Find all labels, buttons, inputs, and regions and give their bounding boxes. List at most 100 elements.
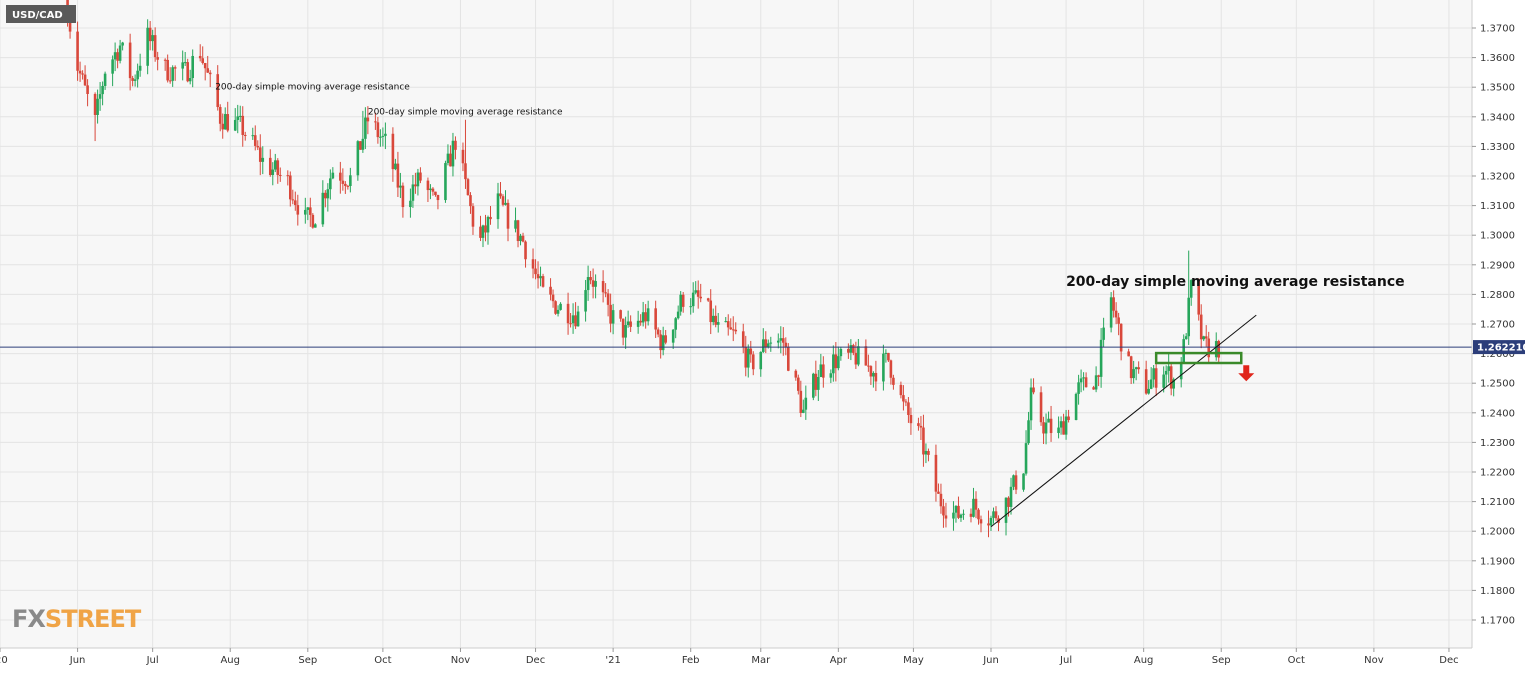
candle-bearish xyxy=(288,175,292,200)
support-zone-box[interactable] xyxy=(1154,351,1243,365)
candle-bearish xyxy=(699,296,703,299)
time-axis: '20 Jun Jul Aug Sep Oct Nov Dec '21 Feb Mar Apr May J… xyxy=(0,647,1472,666)
candle-bullish xyxy=(759,351,763,370)
candle-bullish xyxy=(481,225,485,238)
candle-bullish xyxy=(429,188,432,191)
y-tick-label: 1.3400 xyxy=(1480,112,1515,123)
candle-bearish xyxy=(1154,368,1158,388)
candle-bullish xyxy=(1022,473,1025,490)
candle-bearish xyxy=(86,85,89,94)
fxstreet-watermark: FXSTREET xyxy=(12,605,143,633)
candle-bullish xyxy=(1044,422,1048,434)
candle-bearish xyxy=(173,67,177,69)
x-tick-label: Jul xyxy=(146,655,159,666)
candle-bearish xyxy=(1204,336,1208,339)
candle-bearish xyxy=(253,135,257,146)
candle-bearish xyxy=(168,80,172,82)
y-tick-label: 1.3200 xyxy=(1480,172,1515,183)
candle-bearish xyxy=(148,27,152,42)
candle-bullish xyxy=(671,329,675,343)
candle-bearish xyxy=(344,183,347,186)
candle-bearish xyxy=(201,58,205,63)
candle-bearish xyxy=(822,364,825,378)
y-tick-label: 1.1900 xyxy=(1480,556,1515,567)
symbol-badge-background xyxy=(6,5,76,23)
candle-bearish xyxy=(293,200,297,206)
candle-bullish xyxy=(1214,341,1218,358)
candle-bearish xyxy=(1199,314,1203,340)
candle-bullish xyxy=(356,141,360,176)
candle-bearish xyxy=(654,308,657,330)
candle-bearish xyxy=(536,274,540,279)
candle-bearish xyxy=(396,163,400,188)
candle-bullish xyxy=(151,35,154,42)
y-tick-label: 1.1700 xyxy=(1480,616,1515,627)
candle-bearish xyxy=(937,491,940,494)
candle-bullish xyxy=(1027,420,1030,444)
candle-bearish xyxy=(1117,317,1120,324)
x-tick-label: Jun xyxy=(982,655,999,666)
candle-bullish xyxy=(962,513,965,515)
candle-bullish xyxy=(1179,362,1183,380)
candle-bearish xyxy=(216,74,220,108)
candle-bearish xyxy=(76,31,79,71)
candle-bearish xyxy=(681,294,685,307)
candle-bullish xyxy=(1162,374,1165,388)
candle-bearish xyxy=(401,185,405,208)
candle-bearish xyxy=(1119,323,1123,352)
candle-bearish xyxy=(619,310,622,319)
candle-bullish xyxy=(1132,369,1135,379)
candle-bearish xyxy=(534,268,537,275)
watermark-prefix: FX xyxy=(12,605,46,633)
candle-bullish xyxy=(364,117,367,139)
candle-bearish xyxy=(186,62,189,82)
candle-bearish xyxy=(311,214,315,228)
candle-bullish xyxy=(111,59,114,74)
candle-bullish xyxy=(571,315,575,324)
candle-bullish xyxy=(349,175,352,186)
candle-bullish xyxy=(539,276,542,279)
candle-bullish xyxy=(849,345,853,353)
candle-bearish xyxy=(1129,356,1133,379)
candle-bullish xyxy=(96,98,99,115)
chart-overlays xyxy=(0,314,1472,528)
candle-bullish xyxy=(146,27,149,66)
x-tick-label: Sep xyxy=(298,655,317,666)
candle-bearish xyxy=(1197,280,1201,315)
candle-bearish xyxy=(606,293,610,305)
candle-bearish xyxy=(484,225,487,233)
y-tick-label: 1.2500 xyxy=(1480,379,1515,390)
candle-bearish xyxy=(591,280,595,287)
candle-bearish xyxy=(934,454,938,492)
candle-bearish xyxy=(243,134,247,136)
candle-bullish xyxy=(611,310,615,324)
candle-bearish xyxy=(1049,418,1053,434)
symbol-badge[interactable]: USD/CAD xyxy=(6,5,76,23)
candle-bullish xyxy=(1099,339,1103,377)
candle-bearish xyxy=(922,427,925,455)
candle-bullish xyxy=(486,216,490,233)
candle-bearish xyxy=(218,107,222,124)
symbol-label: USD/CAD xyxy=(12,10,63,21)
candle-bearish xyxy=(454,140,457,150)
candle-bullish xyxy=(674,318,677,330)
candle-bullish xyxy=(118,45,122,61)
candle-bearish xyxy=(1092,387,1095,390)
candle-bullish xyxy=(691,292,695,307)
candle-bearish xyxy=(346,185,350,187)
candle-bullish xyxy=(924,450,928,455)
candle-bullish xyxy=(1047,418,1050,423)
candle-bearish xyxy=(566,303,570,324)
candle-bullish xyxy=(1184,336,1188,340)
support-trendline[interactable] xyxy=(990,314,1257,528)
x-tick-label: Dec xyxy=(526,655,545,666)
candle-bullish xyxy=(1187,297,1191,337)
candle-bearish xyxy=(554,301,557,314)
candle-bearish xyxy=(68,22,72,32)
candle-bullish xyxy=(779,338,783,341)
candle-bullish xyxy=(972,498,975,517)
candle-bearish xyxy=(541,276,545,287)
candlesticks xyxy=(66,0,1221,538)
candle-bullish xyxy=(103,73,107,86)
candle-bearish xyxy=(919,425,923,428)
